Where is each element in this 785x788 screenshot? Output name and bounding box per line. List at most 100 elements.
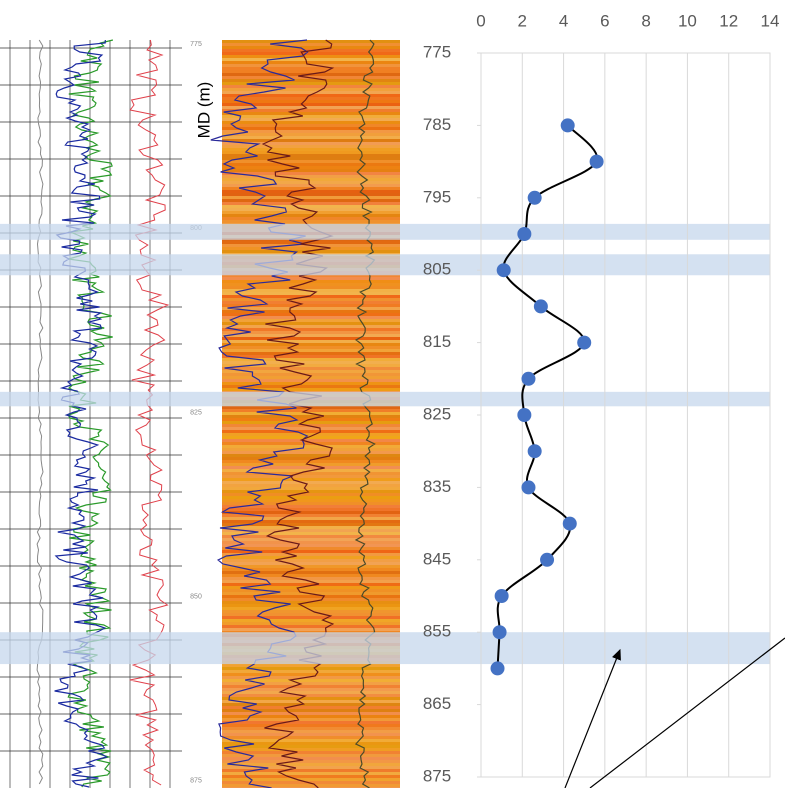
pointer-line: [589, 637, 785, 788]
image-stripe: [222, 613, 400, 616]
image-stripe: [222, 199, 400, 202]
image-stripe: [222, 733, 400, 736]
x-tick-label: 8: [641, 11, 650, 30]
image-stripe: [222, 541, 400, 544]
point: [521, 480, 536, 495]
image-stripe: [222, 160, 400, 163]
image-stripe: [222, 79, 400, 82]
image-stripe: [222, 136, 400, 139]
image-stripe: [222, 478, 400, 481]
image-stripe: [222, 370, 400, 373]
image-stripe: [222, 760, 400, 763]
image-stripe: [222, 139, 400, 142]
image-stripe: [222, 46, 400, 49]
image-stripe: [222, 88, 400, 91]
point: [560, 118, 575, 133]
x-tick-label: 4: [559, 11, 568, 30]
image-stripe: [222, 301, 400, 304]
image-stripe: [222, 706, 400, 709]
point: [492, 625, 507, 640]
image-stripe: [222, 376, 400, 379]
image-stripe: [222, 181, 400, 184]
image-stripe: [222, 691, 400, 694]
image-stripe: [222, 379, 400, 382]
image-stripe: [222, 535, 400, 538]
image-stripe: [222, 589, 400, 592]
image-stripe: [222, 604, 400, 607]
image-stripe: [222, 127, 400, 130]
image-stripe: [222, 145, 400, 148]
image-stripe: [222, 151, 400, 154]
image-stripe: [222, 622, 400, 625]
image-stripe: [222, 355, 400, 358]
image-stripe: [222, 433, 400, 436]
image-stripe: [222, 481, 400, 484]
band: [0, 391, 770, 407]
image-stripe: [222, 784, 400, 787]
image-stripe: [222, 454, 400, 457]
image-stripe: [222, 133, 400, 136]
image-stripe: [222, 556, 400, 559]
image-stripe: [222, 502, 400, 505]
image-stripe: [222, 319, 400, 322]
y-tick-label: 785: [423, 115, 451, 134]
y-tick-label: 825: [423, 404, 451, 423]
x-tick-label: 2: [518, 11, 527, 30]
band: [0, 254, 770, 276]
image-stripe: [222, 64, 400, 67]
image-stripe: [222, 373, 400, 376]
image-stripe: [222, 754, 400, 757]
image-stripe: [222, 511, 400, 514]
image-stripe: [222, 352, 400, 355]
y-tick-label: 775: [423, 42, 451, 61]
image-stripe: [222, 595, 400, 598]
image-stripe: [222, 742, 400, 745]
x-tick-label: 6: [600, 11, 609, 30]
image-stripe: [222, 97, 400, 100]
y-tick-label: 835: [423, 477, 451, 496]
image-stripe: [222, 166, 400, 169]
image-stripe: [222, 577, 400, 580]
image-stripe: [222, 58, 400, 61]
point: [589, 154, 604, 169]
band: [0, 223, 770, 240]
image-stripe: [222, 688, 400, 691]
image-stripe: [222, 334, 400, 337]
image-stripe: [222, 148, 400, 151]
image-stripe: [222, 154, 400, 157]
image-stripe: [222, 313, 400, 316]
image-stripe: [222, 121, 400, 124]
image-stripe: [222, 163, 400, 166]
image-stripe: [222, 508, 400, 511]
log-depth-label: 850: [190, 593, 202, 600]
image-stripe: [222, 112, 400, 115]
image-stripe: [222, 586, 400, 589]
image-stripe: [222, 208, 400, 211]
image-stripe: [222, 316, 400, 319]
image-stripe: [222, 304, 400, 307]
image-stripe: [222, 205, 400, 208]
image-stripe: [222, 700, 400, 703]
image-stripe: [222, 40, 400, 43]
image-stripe: [222, 547, 400, 550]
image-stripe: [222, 430, 400, 433]
image-stripe: [222, 214, 400, 217]
y-tick-label: 865: [423, 694, 451, 713]
y-tick-label: 815: [423, 332, 451, 351]
point: [517, 408, 532, 422]
image-stripe: [222, 601, 400, 604]
image-stripe: [222, 211, 400, 214]
image-stripe: [222, 61, 400, 64]
image-stripe: [222, 67, 400, 70]
image-stripe: [222, 616, 400, 619]
image-stripe: [222, 349, 400, 352]
image-stripe: [222, 196, 400, 199]
image-stripe: [222, 724, 400, 727]
y-axis-label: MD (m): [194, 82, 213, 139]
point: [527, 190, 542, 205]
image-stripe: [222, 514, 400, 517]
x-tick-label: 0: [476, 11, 485, 30]
image-stripe: [222, 727, 400, 730]
image-stripe: [222, 775, 400, 778]
